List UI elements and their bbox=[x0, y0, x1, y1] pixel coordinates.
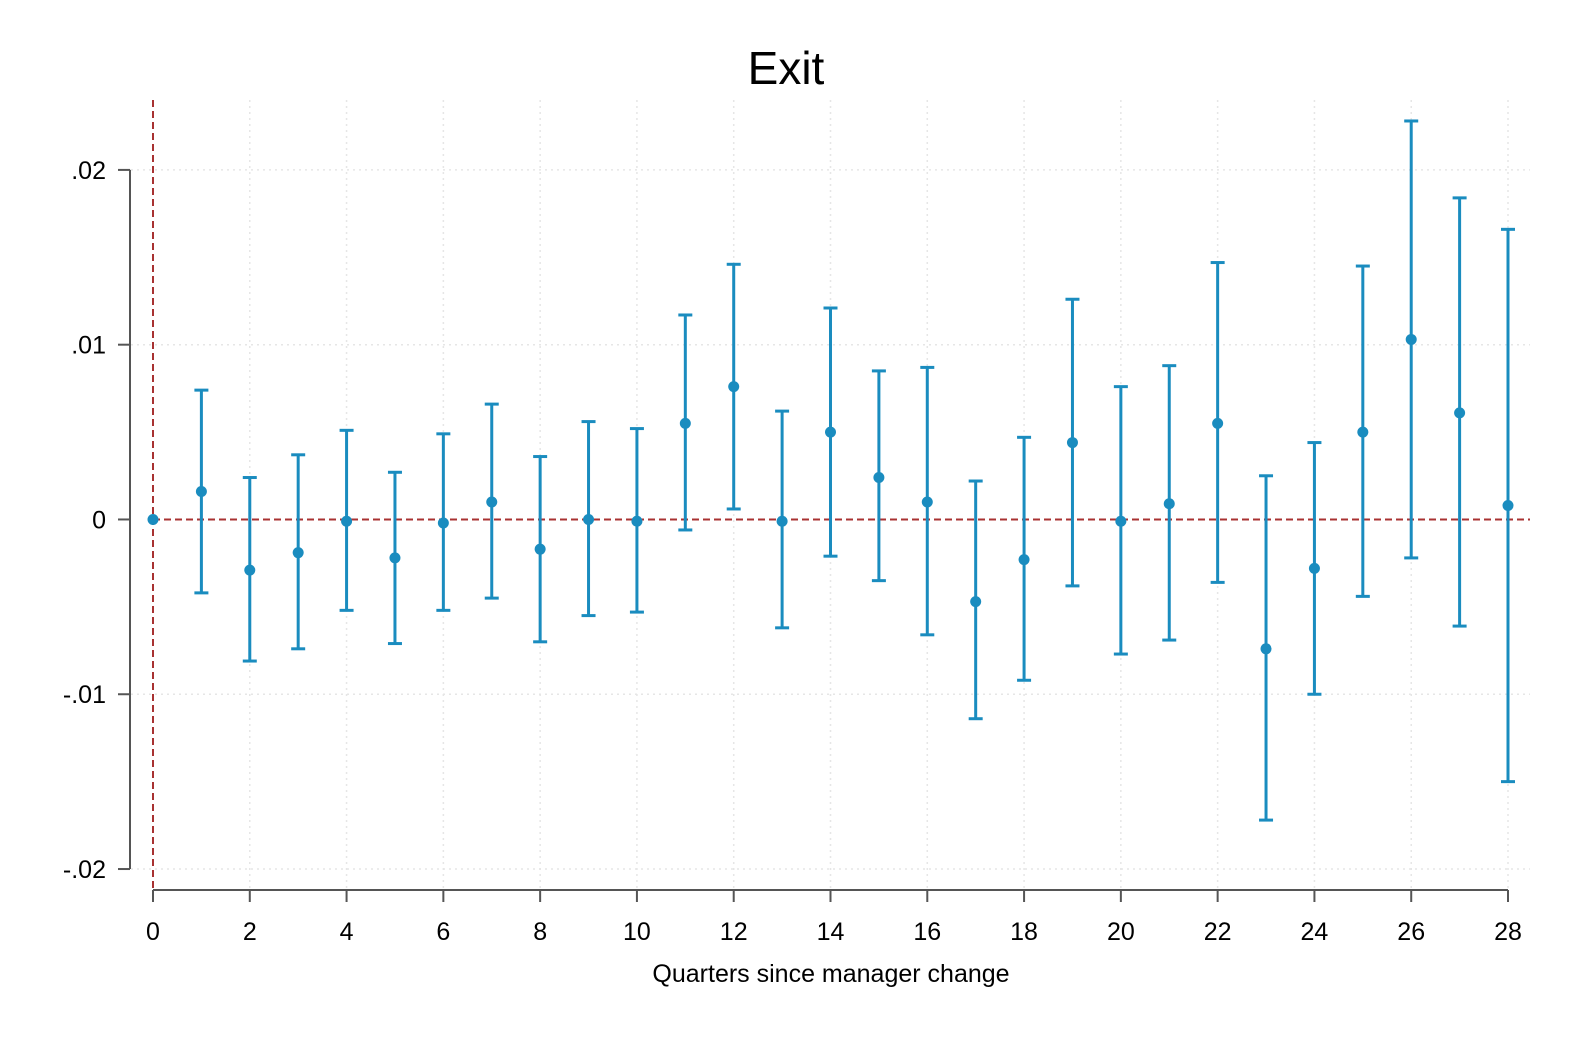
gridlines bbox=[125, 100, 1530, 890]
data-point bbox=[244, 564, 256, 576]
x-tick-label: 6 bbox=[436, 918, 450, 946]
x-tick-label: 10 bbox=[623, 918, 651, 946]
data-point bbox=[341, 515, 353, 527]
data-point bbox=[486, 496, 498, 508]
x-tick-label: 8 bbox=[533, 918, 547, 946]
data-point bbox=[583, 513, 595, 525]
data-point bbox=[1066, 437, 1078, 449]
data-point bbox=[437, 517, 449, 529]
data-point bbox=[1260, 643, 1272, 655]
x-tick-label: 12 bbox=[720, 918, 748, 946]
data-point bbox=[970, 596, 982, 608]
data-point bbox=[873, 472, 885, 484]
y-tick-label: -.02 bbox=[63, 856, 106, 884]
data-point bbox=[1405, 333, 1417, 345]
data-point bbox=[631, 515, 643, 527]
data-point bbox=[147, 513, 159, 525]
x-tick-label: 0 bbox=[146, 918, 160, 946]
data-point bbox=[728, 381, 740, 393]
x-axis-title: Quarters since manager change bbox=[652, 960, 1009, 988]
data-point bbox=[292, 547, 304, 559]
data-point bbox=[776, 515, 788, 527]
data-layer bbox=[147, 119, 1515, 822]
data-point bbox=[679, 417, 691, 429]
data-point bbox=[1357, 426, 1369, 438]
data-point bbox=[1163, 498, 1175, 510]
y-tick-label: -.01 bbox=[63, 681, 106, 709]
data-point bbox=[1308, 562, 1320, 574]
x-tick-label: 28 bbox=[1494, 918, 1522, 946]
x-tick-label: 2 bbox=[243, 918, 257, 946]
chart-title: Exit bbox=[748, 42, 825, 94]
x-tick-label: 4 bbox=[340, 918, 354, 946]
data-point bbox=[1502, 499, 1514, 511]
data-point bbox=[921, 496, 933, 508]
reference-lines bbox=[152, 100, 1530, 890]
x-tick-label: 22 bbox=[1204, 918, 1232, 946]
x-tick-label: 24 bbox=[1301, 918, 1329, 946]
y-tick-label: .02 bbox=[71, 157, 106, 185]
x-tick-label: 14 bbox=[817, 918, 845, 946]
data-point bbox=[195, 486, 207, 498]
y-tick-label: 0 bbox=[92, 506, 106, 534]
x-tick-label: 20 bbox=[1107, 918, 1135, 946]
data-point bbox=[825, 426, 836, 438]
axes: -.02-.010.01.020 2 4 6 8 10 12 14 16 18 20 22 24 26 28 bbox=[63, 157, 1522, 946]
data-point bbox=[1454, 407, 1466, 419]
data-point bbox=[1018, 554, 1030, 566]
x-tick-label: 26 bbox=[1397, 918, 1425, 946]
data-point bbox=[389, 552, 401, 564]
data-point bbox=[1115, 515, 1127, 527]
x-tick-label: 18 bbox=[1010, 918, 1038, 946]
x-tick-label: 16 bbox=[913, 918, 941, 946]
y-tick-label: .01 bbox=[71, 332, 106, 360]
data-point bbox=[534, 543, 546, 555]
data-point bbox=[1212, 417, 1224, 429]
